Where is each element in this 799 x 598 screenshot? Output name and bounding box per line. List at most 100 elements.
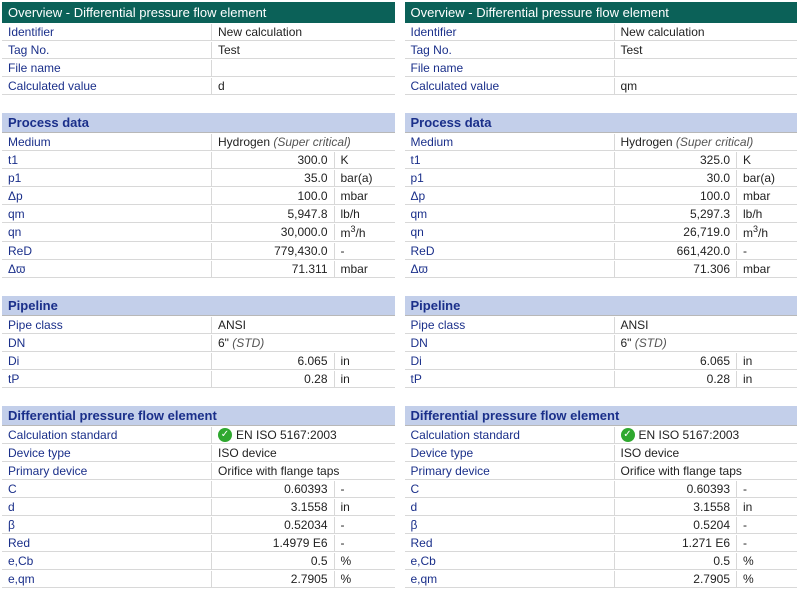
unit-tp: in	[737, 371, 797, 387]
label-p1: p1	[2, 170, 212, 186]
value-reD: 661,420.0	[615, 243, 738, 259]
section-process-data: Process data	[2, 113, 395, 133]
label-eqm: e,qm	[2, 571, 212, 587]
section-pipeline: Pipeline	[2, 296, 395, 316]
unit-di: in	[335, 353, 395, 369]
value-c: 0.60393	[212, 481, 335, 497]
label-qm: qm	[2, 206, 212, 222]
value-di: 6.065	[615, 353, 738, 369]
label-calcvalue: Calculated value	[2, 78, 212, 94]
label-qm: qm	[405, 206, 615, 222]
value-filename	[212, 67, 395, 69]
value-qm: 5,947.8	[212, 206, 335, 222]
label-filename: File name	[2, 60, 212, 76]
value-calcvalue: d	[212, 78, 395, 94]
unit-qn: m3/h	[737, 223, 797, 241]
unit-di: in	[737, 353, 797, 369]
unit-d: in	[737, 499, 797, 515]
value-dp: 100.0	[615, 188, 738, 204]
overview-title: Overview - Differential pressure flow el…	[405, 2, 798, 23]
label-reD: ReD	[405, 243, 615, 259]
label-identifier: Identifier	[2, 24, 212, 40]
value-qn: 26,719.0	[615, 224, 738, 240]
overview-title: Overview - Differential pressure flow el…	[2, 2, 395, 23]
label-ecb: e,Cb	[2, 553, 212, 569]
label-pipeclass: Pipe class	[405, 317, 615, 333]
panel-right: Overview - Differential pressure flow el…	[405, 2, 798, 588]
unit-c: -	[335, 481, 395, 497]
label-dn: DN	[2, 335, 212, 351]
label-beta: β	[2, 517, 212, 533]
value-tp: 0.28	[615, 371, 738, 387]
label-dp: Δp	[2, 188, 212, 204]
label-tagno: Tag No.	[2, 42, 212, 58]
value-qn: 30,000.0	[212, 224, 335, 240]
value-identifier: New calculation	[615, 24, 798, 40]
label-dw: Δϖ	[2, 261, 212, 277]
value-calcvalue: qm	[615, 78, 798, 94]
unit-eqm: %	[335, 571, 395, 587]
unit-qm: lb/h	[335, 206, 395, 222]
label-d: d	[405, 499, 615, 515]
value-p1: 35.0	[212, 170, 335, 186]
value-ecb: 0.5	[615, 553, 738, 569]
value-primarydevice: Orifice with flange taps	[212, 463, 395, 479]
label-devicetype: Device type	[2, 445, 212, 461]
value-qm: 5,297.3	[615, 206, 738, 222]
unit-dw: mbar	[335, 261, 395, 277]
unit-beta: -	[335, 517, 395, 533]
label-ecb: e,Cb	[405, 553, 615, 569]
check-icon: ✓	[218, 428, 232, 442]
unit-dp: mbar	[737, 188, 797, 204]
unit-tp: in	[335, 371, 395, 387]
value-calcstd: ✓EN ISO 5167:2003	[212, 427, 395, 443]
value-eqm: 2.7905	[615, 571, 738, 587]
label-calcvalue: Calculated value	[405, 78, 615, 94]
section-dp-element: Differential pressure flow element	[405, 406, 798, 426]
unit-c: -	[737, 481, 797, 497]
value-reD: 779,430.0	[212, 243, 335, 259]
value-devicetype: ISO device	[212, 445, 395, 461]
value-t1: 325.0	[615, 152, 738, 168]
label-pipeclass: Pipe class	[2, 317, 212, 333]
label-c: C	[405, 481, 615, 497]
label-red: Red	[405, 535, 615, 551]
value-di: 6.065	[212, 353, 335, 369]
unit-t1: K	[335, 152, 395, 168]
unit-qm: lb/h	[737, 206, 797, 222]
label-filename: File name	[405, 60, 615, 76]
unit-reD: -	[335, 243, 395, 259]
value-dp: 100.0	[212, 188, 335, 204]
value-d: 3.1558	[615, 499, 738, 515]
label-primarydevice: Primary device	[2, 463, 212, 479]
value-beta: 0.52034	[212, 517, 335, 533]
value-red: 1.271 E6	[615, 535, 738, 551]
label-beta: β	[405, 517, 615, 533]
unit-red: -	[335, 535, 395, 551]
value-dw: 71.306	[615, 261, 738, 277]
panels-container: Overview - Differential pressure flow el…	[0, 0, 799, 590]
label-devicetype: Device type	[405, 445, 615, 461]
value-devicetype: ISO device	[615, 445, 798, 461]
value-beta: 0.5204	[615, 517, 738, 533]
value-calcstd: ✓EN ISO 5167:2003	[615, 427, 798, 443]
label-di: Di	[2, 353, 212, 369]
section-dp-element: Differential pressure flow element	[2, 406, 395, 426]
label-qn: qn	[405, 224, 615, 240]
value-tagno: Test	[212, 42, 395, 58]
value-dw: 71.311	[212, 261, 335, 277]
label-reD: ReD	[2, 243, 212, 259]
value-primarydevice: Orifice with flange taps	[615, 463, 798, 479]
value-ecb: 0.5	[212, 553, 335, 569]
unit-d: in	[335, 499, 395, 515]
label-medium: Medium	[405, 134, 615, 150]
label-red: Red	[2, 535, 212, 551]
panel-left: Overview - Differential pressure flow el…	[2, 2, 395, 588]
value-dn: 6" (STD)	[212, 335, 395, 351]
unit-dw: mbar	[737, 261, 797, 277]
value-pipeclass: ANSI	[212, 317, 395, 333]
label-dw: Δϖ	[405, 261, 615, 277]
unit-qn: m3/h	[335, 223, 395, 241]
value-medium: Hydrogen (Super critical)	[212, 134, 395, 150]
unit-dp: mbar	[335, 188, 395, 204]
